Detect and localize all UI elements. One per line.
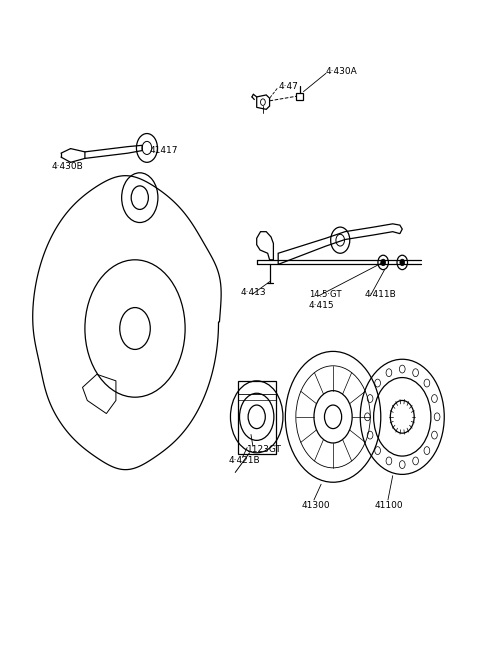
Text: 1123GT: 1123GT [247, 445, 282, 454]
Circle shape [400, 259, 405, 265]
Text: 4·430B: 4·430B [51, 162, 83, 171]
Text: 41417: 41417 [149, 146, 178, 155]
Text: 4·415: 4·415 [309, 301, 335, 310]
Text: 4·413: 4·413 [241, 288, 266, 297]
Text: 4·421B: 4·421B [228, 456, 260, 465]
Text: 4·411B: 4·411B [364, 290, 396, 299]
Text: 4·430A: 4·430A [326, 67, 358, 76]
Text: 14.5·GΤ: 14.5·GΤ [309, 290, 341, 299]
Circle shape [381, 259, 385, 265]
Text: 4·47: 4·47 [278, 82, 298, 91]
Text: 41100: 41100 [374, 501, 403, 510]
Text: 41300: 41300 [302, 501, 331, 510]
